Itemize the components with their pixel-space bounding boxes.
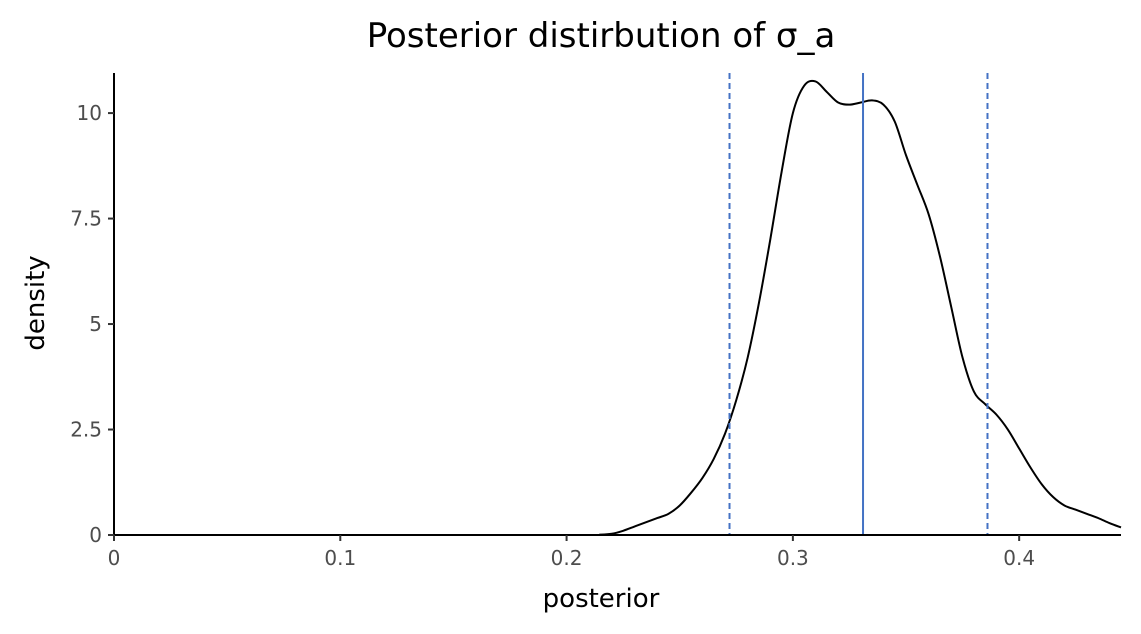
y-tick-label-2: 5	[89, 312, 102, 336]
plot-area: 0 0.1 0.2 0.3 0.4 0 2.5 5 7.5 10	[70, 73, 1122, 570]
density-curve-0	[113, 79, 1122, 537]
x-tick-label-4: 0.4	[1003, 546, 1035, 570]
y-tick-label-1: 2.5	[70, 418, 102, 442]
x-tick-label-2: 0.2	[551, 546, 583, 570]
chart-title: Posterior distirbution of σ_a	[367, 16, 836, 56]
y-axis-title: density	[21, 255, 51, 350]
y-tick-label-3: 7.5	[70, 207, 102, 231]
y-tick-label-0: 0	[89, 523, 102, 547]
x-axis-title: posterior	[543, 584, 660, 614]
y-tick-label-4: 10	[77, 101, 102, 125]
x-tick-label-1: 0.1	[324, 546, 356, 570]
x-tick-label-0: 0	[108, 546, 121, 570]
x-tick-label-3: 0.3	[777, 546, 809, 570]
